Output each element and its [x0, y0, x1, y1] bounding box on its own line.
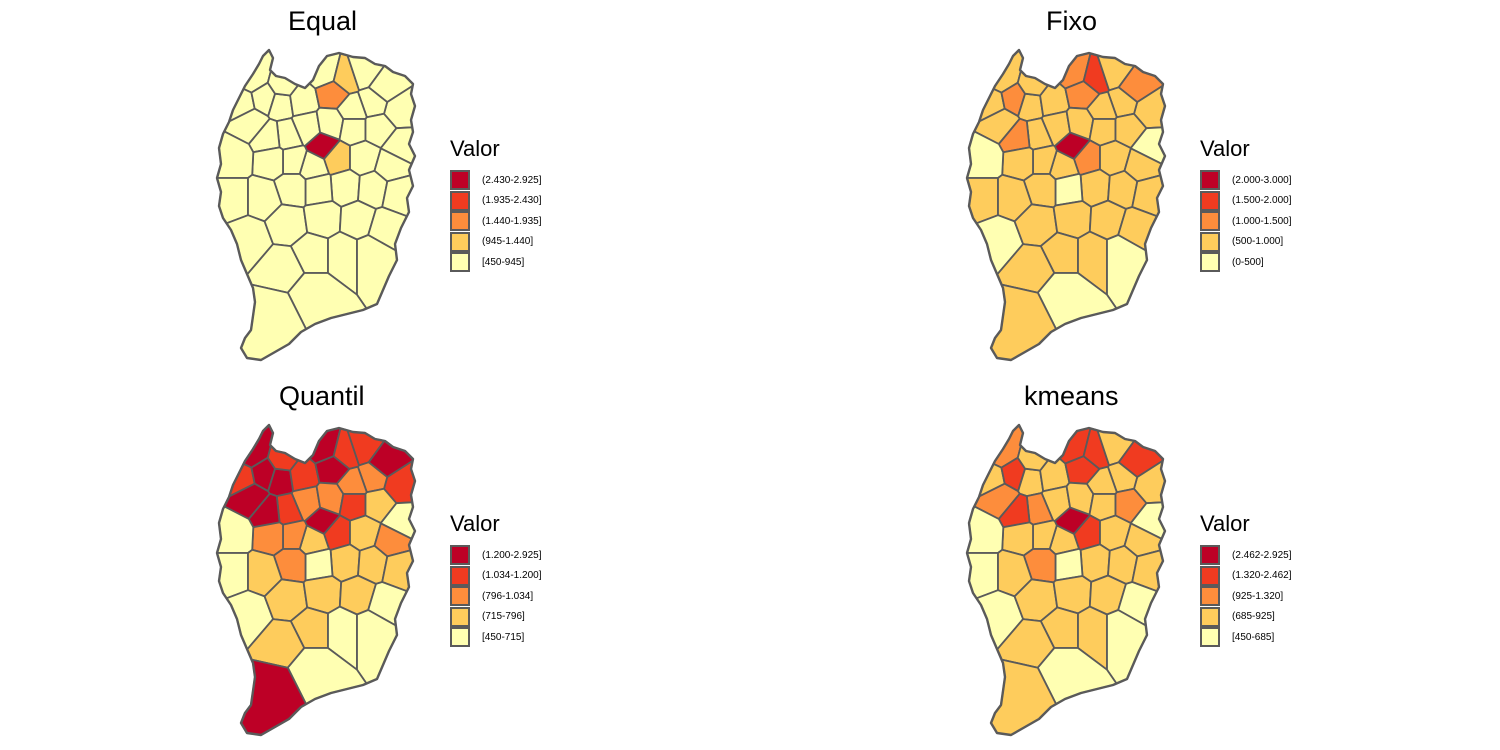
- legend-swatch: [1200, 586, 1220, 607]
- district-region: [1054, 548, 1084, 582]
- legend-swatch: [1200, 627, 1220, 648]
- legend-item: [450-945]: [450, 252, 542, 273]
- map-panel-equal: Equal Valor (2.430-2.925] (1.935-2.430] …: [0, 0, 750, 375]
- legend-item: [450-685]: [1200, 627, 1292, 648]
- choropleth-map: [215, 48, 417, 362]
- legend-title: Valor: [1200, 136, 1250, 161]
- legend-title: Valor: [450, 136, 500, 161]
- legend-item: (500-1.000]: [1200, 231, 1292, 253]
- legend-swatch: [450, 190, 470, 211]
- legend-swatch: [1200, 545, 1220, 566]
- legend-label: (685-925]: [1232, 611, 1275, 623]
- choropleth-map: [965, 48, 1167, 362]
- legend: Valor (2.462-2.925] (1.320-2.462] (925-1…: [1200, 511, 1292, 648]
- legend-label: (1.935-2.430]: [482, 195, 542, 207]
- municipality-outline: [965, 48, 1167, 362]
- legend-item: (2.462-2.925]: [1200, 545, 1292, 566]
- legend-item: (715-796]: [450, 606, 542, 628]
- legend-label: (1.440-1.935]: [482, 215, 542, 227]
- legend-label: [450-715]: [482, 631, 525, 643]
- legend-swatch: [1200, 190, 1220, 211]
- panel-title: kmeans: [1024, 381, 1119, 411]
- legend-item: (1.440-1.935]: [450, 211, 542, 232]
- district-region: [304, 548, 334, 582]
- legend-item: (1.935-2.430]: [450, 190, 542, 212]
- legend-item: (2.000-3.000]: [1200, 170, 1292, 191]
- legend-swatch: [1200, 606, 1220, 627]
- legend-swatch: [450, 627, 470, 648]
- legend-label: (0-500]: [1232, 256, 1264, 268]
- legend-swatch: [450, 586, 470, 607]
- legend-swatch: [1200, 231, 1220, 252]
- legend-label: (925-1.320]: [1232, 590, 1284, 602]
- municipality-outline: [215, 423, 417, 737]
- legend-label: (1.200-2.925]: [482, 549, 542, 561]
- legend-swatch: [1200, 252, 1220, 273]
- legend-swatch: [450, 606, 470, 627]
- legend-label: (1.034-1.200]: [482, 570, 542, 582]
- legend-label: (2.000-3.000]: [1232, 174, 1292, 186]
- choropleth-map: [215, 423, 417, 737]
- municipality-outline: [215, 48, 417, 362]
- legend: Valor (2.000-3.000] (1.500-2.000] (1.000…: [1200, 136, 1292, 273]
- legend-label: (1.320-2.462]: [1232, 570, 1292, 582]
- legend-label: [450-945]: [482, 256, 525, 268]
- legend-label: (1.000-1.500]: [1232, 215, 1292, 227]
- legend-item: (1.500-2.000]: [1200, 190, 1292, 212]
- legend-swatch: [450, 211, 470, 232]
- legend-item: (925-1.320]: [1200, 586, 1292, 607]
- legend-item: (0-500]: [1200, 252, 1292, 273]
- panel-title: Quantil: [279, 381, 365, 411]
- legend-label: (1.500-2.000]: [1232, 195, 1292, 207]
- legend-item: (685-925]: [1200, 606, 1292, 628]
- legend-label: (2.462-2.925]: [1232, 549, 1292, 561]
- legend-swatch: [450, 252, 470, 273]
- legend-swatch: [450, 231, 470, 252]
- legend-item: [450-715]: [450, 627, 542, 648]
- legend-label: (715-796]: [482, 611, 525, 623]
- choropleth-map: [965, 423, 1167, 737]
- legend-item: (2.430-2.925]: [450, 170, 542, 191]
- legend-item: (1.320-2.462]: [1200, 565, 1292, 587]
- legend-swatch: [1200, 211, 1220, 232]
- legend-label: (945-1.440]: [482, 236, 534, 248]
- legend-item: (796-1.034]: [450, 586, 542, 607]
- legend-item: (945-1.440]: [450, 231, 542, 253]
- map-panel-kmeans: kmeans Valor (2.462-2.925] (1.320-2.462]…: [750, 375, 1500, 750]
- legend: Valor (2.430-2.925] (1.935-2.430] (1.440…: [450, 136, 542, 273]
- legend-label: (2.430-2.925]: [482, 174, 542, 186]
- legend-item: (1.000-1.500]: [1200, 211, 1292, 232]
- legend-swatch: [1200, 170, 1220, 191]
- legend-title: Valor: [450, 511, 500, 536]
- legend-swatch: [450, 545, 470, 566]
- legend-item: (1.034-1.200]: [450, 565, 542, 587]
- district-region: [304, 173, 334, 207]
- map-panel-fixo: Fixo Valor (2.000-3.000] (1.500-2.000] (…: [750, 0, 1500, 375]
- legend-swatch: [450, 565, 470, 586]
- legend-swatch: [450, 170, 470, 191]
- map-panel-quantil: Quantil Valor (1.200-2.925] (1.034-1.200…: [0, 375, 750, 750]
- panel-title: Equal: [288, 6, 358, 36]
- legend-title: Valor: [1200, 511, 1250, 536]
- legend-label: (500-1.000]: [1232, 236, 1284, 248]
- district-region: [1054, 173, 1084, 207]
- legend-label: [450-685]: [1232, 631, 1275, 643]
- panel-title: Fixo: [1046, 6, 1098, 36]
- legend: Valor (1.200-2.925] (1.034-1.200] (796-1…: [450, 511, 542, 648]
- legend-swatch: [1200, 565, 1220, 586]
- legend-label: (796-1.034]: [482, 590, 534, 602]
- legend-item: (1.200-2.925]: [450, 545, 542, 566]
- municipality-outline: [965, 423, 1167, 737]
